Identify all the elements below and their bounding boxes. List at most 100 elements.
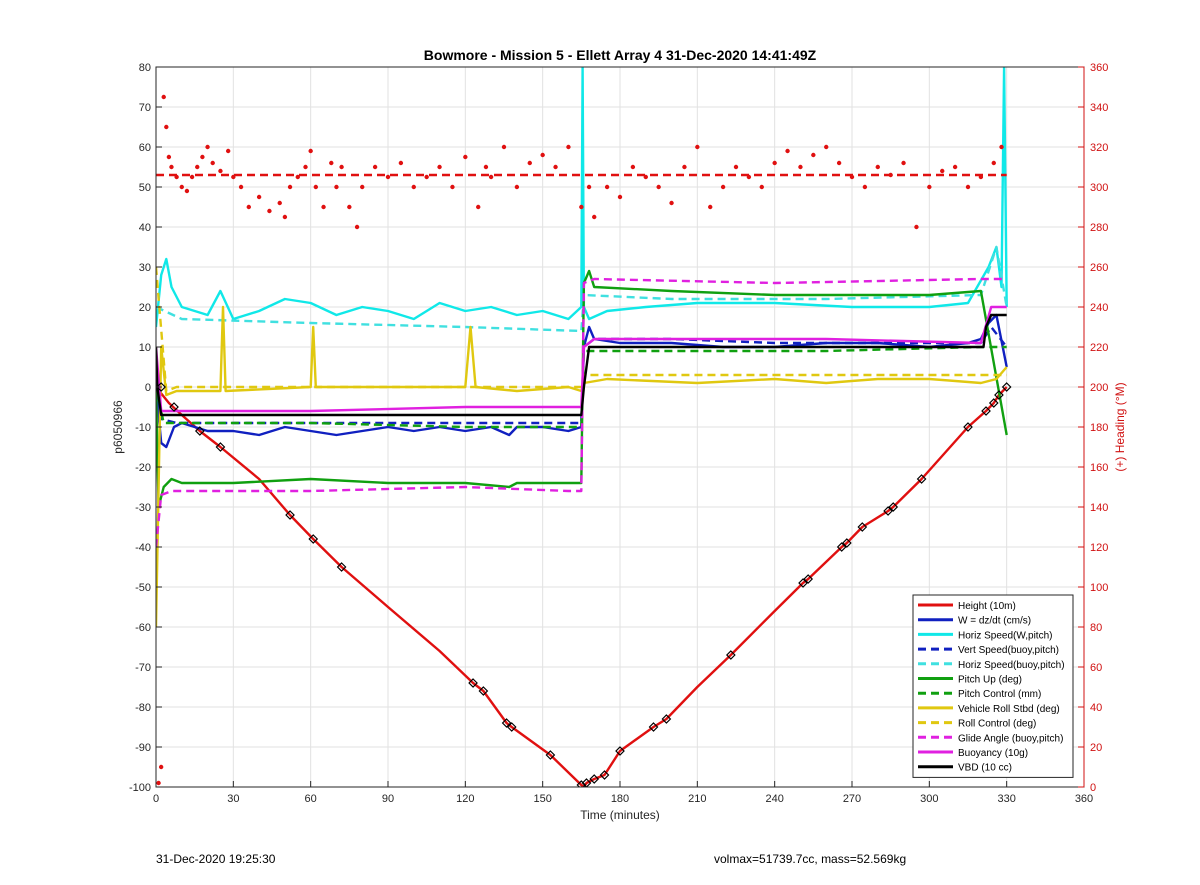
y2-tick-label: 80 — [1090, 622, 1102, 634]
heading-point — [200, 154, 205, 160]
heading-point — [398, 160, 404, 166]
dive-marker — [661, 714, 672, 724]
dive-marker — [581, 778, 592, 787]
y-axis-label: p6050966 — [111, 400, 125, 454]
series-pitch-control-mm — [156, 345, 1007, 429]
legend-label: Horiz Speed(buoy,pitch) — [958, 660, 1065, 671]
series-horiz-speed-w-pitch — [156, 67, 1008, 328]
axis-ticks: 0 30 60 90 120 150 180 210 240 270 300 330 360807060… — [129, 62, 1108, 805]
heading-point — [952, 164, 958, 170]
y-tick-label: 10 — [139, 342, 151, 354]
y-tick-label: -100 — [129, 782, 151, 794]
y2-axis-label: (+) Heading (°M) — [1113, 382, 1127, 471]
dive-marker — [336, 562, 347, 572]
y2-tick-label: 300 — [1090, 182, 1108, 194]
x-tick-label: 330 — [997, 793, 1015, 805]
legend-label: Height (10m) — [958, 601, 1016, 612]
heading-point — [586, 184, 592, 190]
heading-point — [965, 184, 971, 190]
series-buoyancy-10g — [156, 305, 1007, 413]
heading-point — [656, 184, 661, 190]
heading-point — [329, 160, 334, 166]
heading-point — [566, 144, 571, 150]
heading-point — [267, 208, 272, 214]
heading-point — [463, 154, 468, 160]
heading-point — [759, 184, 764, 190]
dive-marker — [1001, 382, 1012, 392]
heading-point — [901, 160, 906, 166]
heading-point — [476, 204, 481, 210]
dive-marker — [468, 678, 478, 688]
y-tick-label: 40 — [139, 222, 151, 234]
dive-marker — [285, 510, 295, 520]
heading-point — [875, 164, 880, 170]
heading-point — [785, 148, 790, 154]
dive-marker — [599, 770, 610, 780]
y2-tick-label: 220 — [1090, 342, 1108, 354]
legend-label: Vehicle Roll Stbd (deg) — [958, 704, 1060, 715]
x-tick-label: 240 — [765, 793, 783, 805]
legend-label: Buoyancy (10g) — [958, 748, 1028, 759]
heading-point — [210, 160, 215, 166]
y2-tick-label: 0 — [1090, 782, 1096, 794]
heading-point — [836, 160, 842, 166]
heading-point — [161, 94, 166, 100]
x-tick-label: 30 — [227, 793, 239, 805]
heading-point — [295, 174, 300, 180]
x-tick-label: 360 — [1075, 793, 1093, 805]
legend-label: Glide Angle (buoy,pitch) — [958, 733, 1063, 744]
heading-point — [483, 164, 489, 170]
x-axis-label: Time (minutes) — [580, 808, 660, 822]
y-tick-label: 50 — [139, 182, 151, 194]
timestamp-footer: 31-Dec-2020 19:25:30 — [156, 852, 276, 866]
y2-tick-label: 240 — [1090, 302, 1108, 314]
heading-point — [246, 204, 251, 210]
heading-point — [339, 164, 344, 170]
heading-point — [411, 184, 416, 190]
heading-point — [708, 204, 713, 210]
dive-marker — [963, 422, 973, 432]
heading-point — [540, 152, 545, 158]
dive-marker — [589, 774, 600, 784]
heading-point — [695, 144, 700, 150]
heading-point — [238, 184, 244, 190]
y2-tick-label: 180 — [1090, 422, 1108, 434]
heading-point — [772, 160, 777, 166]
y2-tick-label: 60 — [1090, 662, 1102, 674]
heading-point — [256, 194, 262, 200]
heading-point — [824, 144, 829, 150]
legend-label: Vert Speed(buoy,pitch) — [958, 645, 1059, 656]
heading-point — [617, 194, 623, 200]
y2-tick-label: 140 — [1090, 502, 1108, 514]
dive-marker — [994, 390, 1004, 400]
dive-marker — [648, 722, 659, 732]
legend-label: Pitch Control (mm) — [958, 689, 1041, 700]
heading-point — [579, 204, 584, 210]
heading-point — [313, 184, 319, 190]
y-tick-label: -20 — [135, 462, 151, 474]
heading-point — [218, 168, 223, 174]
y2-tick-label: 260 — [1090, 262, 1108, 274]
heading-point — [811, 152, 816, 158]
dive-marker — [883, 506, 893, 516]
heading-point — [334, 184, 339, 190]
legend-label: W = dz/dt (cm/s) — [958, 616, 1031, 627]
heading-point — [164, 124, 169, 130]
volmax-mass-footer: volmax=51739.7cc, mass=52.569kg — [714, 852, 907, 866]
legend: Height (10m) W = dz/dt (cm/s) Horiz Speed(… — [912, 594, 1074, 778]
dive-marker — [857, 522, 868, 532]
y2-tick-label: 340 — [1090, 102, 1108, 114]
heading-point — [156, 780, 161, 786]
y-tick-label: -90 — [135, 742, 151, 754]
legend-label: Pitch Up (deg) — [958, 675, 1022, 686]
x-tick-label: 180 — [611, 793, 629, 805]
y-tick-label: 20 — [139, 302, 151, 314]
heading-point — [303, 164, 308, 170]
heading-point — [372, 164, 378, 170]
x-tick-label: 270 — [843, 793, 861, 805]
y-tick-label: -10 — [135, 422, 151, 434]
x-tick-label: 120 — [456, 793, 474, 805]
heading-point — [179, 184, 184, 190]
heading-point — [424, 174, 429, 180]
